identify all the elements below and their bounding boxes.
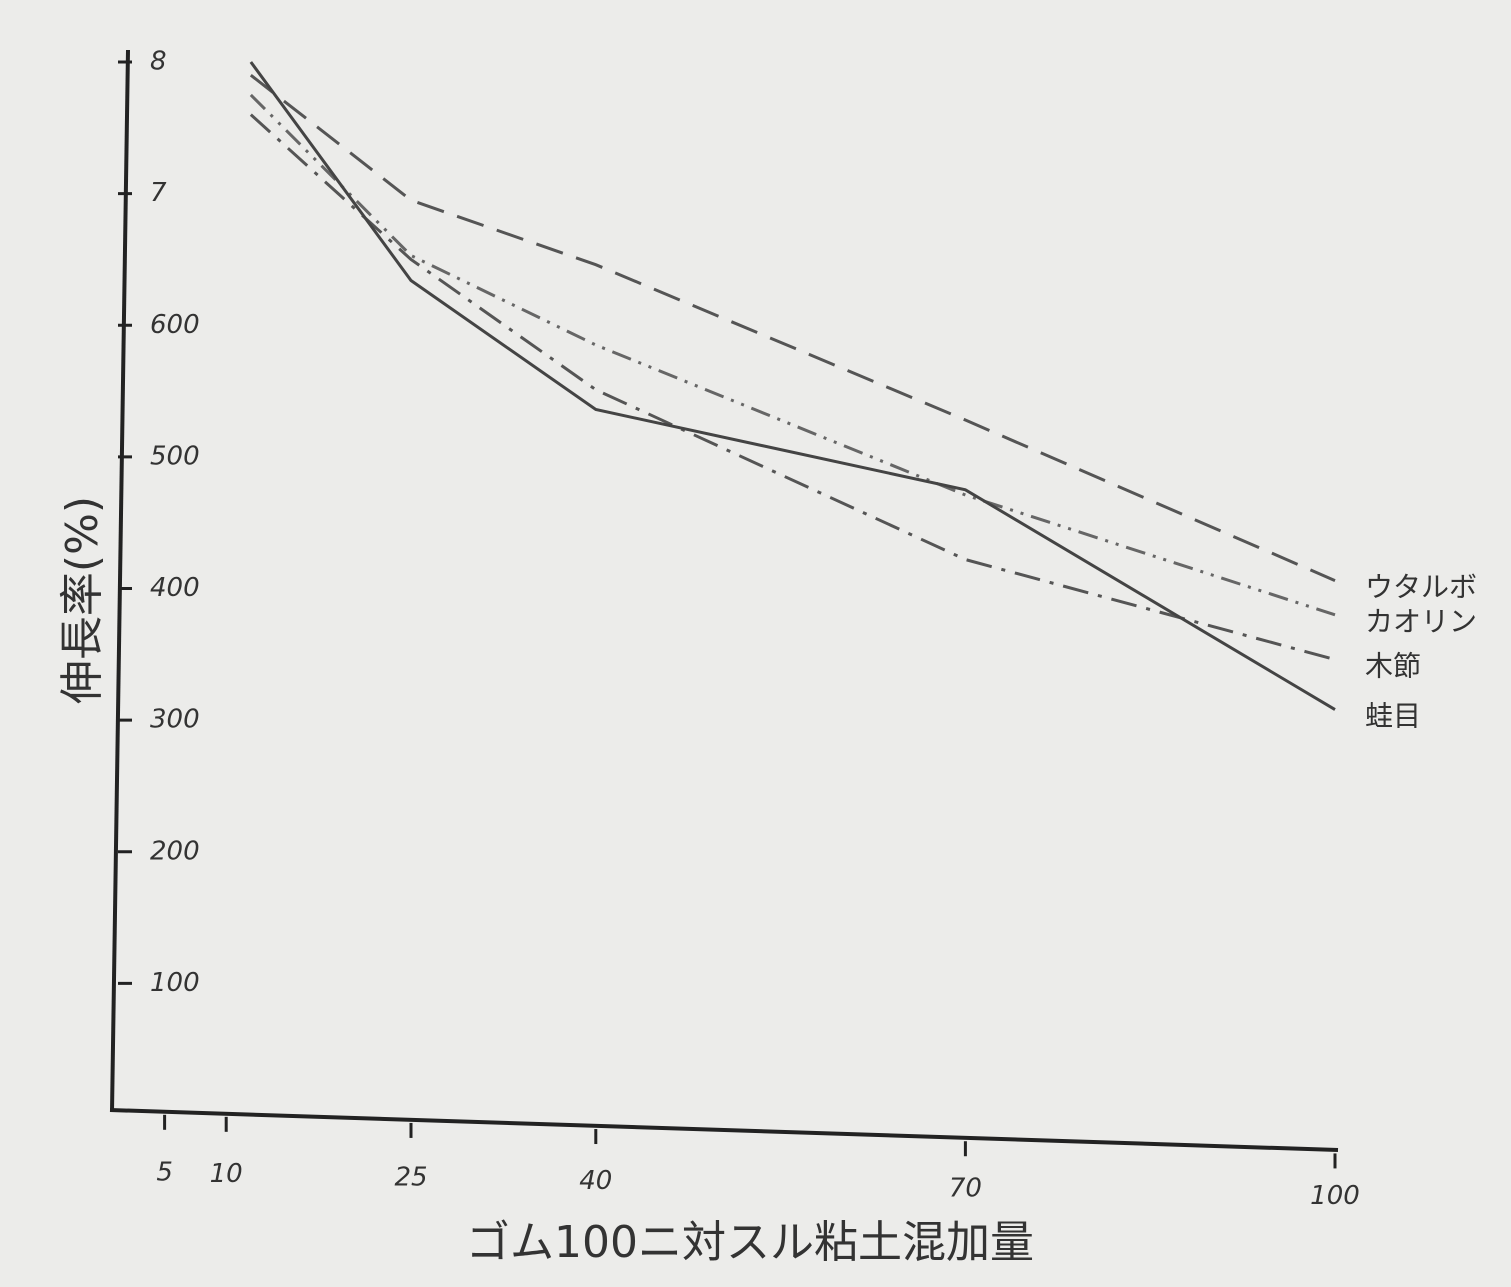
x-axis [109, 1108, 1339, 1152]
y-tick-label: 100 [150, 968, 200, 998]
x-tick-label: 5 [156, 1158, 173, 1188]
y-tick-label: 8 [150, 47, 167, 77]
y-axis-title: 伸長率(%) [57, 496, 108, 704]
series-label: カオリン [1365, 605, 1477, 638]
line-series [249, 61, 1336, 711]
x-tick-label: 100 [1310, 1181, 1360, 1211]
y-tick-label: 500 [150, 441, 200, 471]
y-tick-label: 400 [150, 573, 200, 603]
x-tick-label: 70 [949, 1174, 982, 1204]
line-series [249, 73, 1336, 582]
x-tick-label: 40 [579, 1166, 612, 1196]
series-label: 木節 [1365, 650, 1421, 683]
y-tick-label: 7 [150, 178, 167, 208]
series-label: 蛙目 [1365, 700, 1421, 733]
y-tick-label: 300 [150, 705, 200, 735]
y-tick-label: 600 [150, 310, 200, 340]
x-axis-title: ゴム100ニ対スル粘土混加量 [466, 1217, 1034, 1268]
line-series [249, 93, 1336, 617]
y-tick-label: 200 [150, 836, 200, 866]
y-axis [110, 49, 130, 1113]
line-series [249, 113, 1336, 662]
x-tick-label: 10 [210, 1159, 243, 1189]
series-label: ウタルボ [1365, 571, 1477, 604]
x-tick-label: 25 [394, 1163, 427, 1193]
